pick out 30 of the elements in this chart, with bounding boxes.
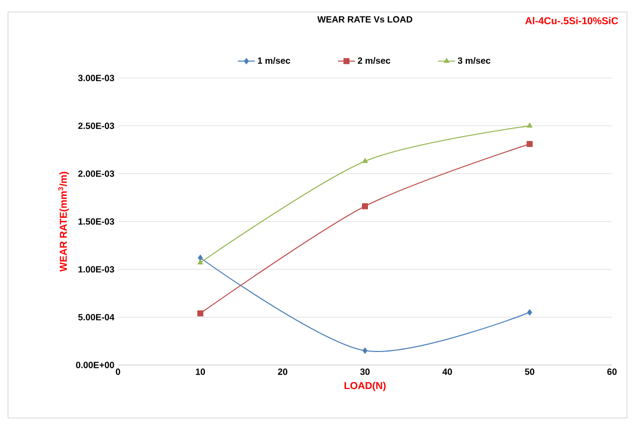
x-tick-label: 60 [607,368,617,375]
y-tick-label: 5.00E-04 [78,314,114,320]
point [362,348,368,354]
legend-label: 1 m/sec [258,57,290,64]
x-tick-label: 0 [116,368,120,375]
y-tick-label: 1.00E-03 [78,266,114,273]
x-tick-label: 40 [442,368,452,375]
y-tick-label: 2.50E-03 [78,122,114,130]
point [362,203,368,210]
y-tick-label: 0.00E+00 [76,362,114,368]
legend-label: 2 m/sec [358,57,390,64]
x-tick-label: 50 [524,368,534,375]
legend-label: 3 m/sec [458,57,490,64]
x-tick-label: 10 [196,368,205,375]
y-tick-label: 2.00E-03 [78,170,114,177]
y-tick-label: 3.00E-03 [78,74,114,82]
point [362,158,368,163]
x-axis-title: LOAD(N) [344,382,386,392]
point [198,254,203,261]
text: Al-4Cu-.5Si-10%SiC [525,16,618,24]
x-tick-label: 20 [278,368,288,375]
chart-title: WEAR RATE Vs LOAD [317,16,412,23]
point [197,310,204,316]
y-tick-label: 1.50E-03 [78,218,114,225]
x-tick-label: 30 [360,368,370,375]
y-axis-title: WEAR RATE(mm$^{3}$/m) [58,172,69,272]
point [198,260,203,264]
point [527,122,532,128]
point [527,309,532,316]
point [526,141,533,148]
